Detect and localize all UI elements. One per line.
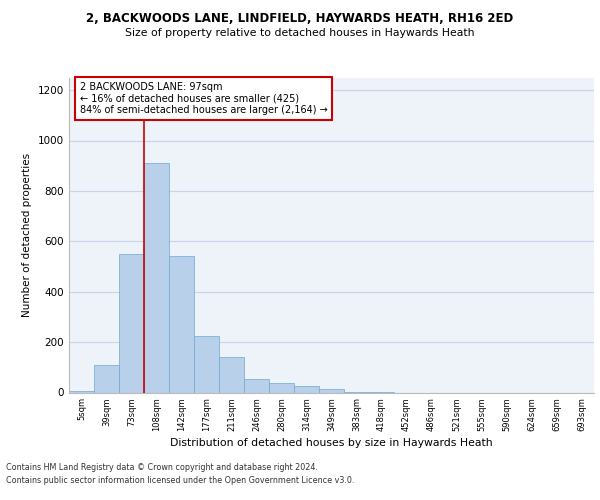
Bar bbox=[194, 336, 219, 392]
Bar bbox=[94, 365, 119, 392]
Bar bbox=[69, 390, 94, 392]
Text: Contains HM Land Registry data © Crown copyright and database right 2024.: Contains HM Land Registry data © Crown c… bbox=[6, 462, 318, 471]
Text: 2 BACKWOODS LANE: 97sqm
← 16% of detached houses are smaller (425)
84% of semi-d: 2 BACKWOODS LANE: 97sqm ← 16% of detache… bbox=[79, 82, 327, 116]
X-axis label: Distribution of detached houses by size in Haywards Heath: Distribution of detached houses by size … bbox=[170, 438, 493, 448]
Bar bbox=[269, 383, 294, 392]
Bar bbox=[319, 388, 344, 392]
Bar bbox=[219, 357, 244, 392]
Y-axis label: Number of detached properties: Number of detached properties bbox=[22, 153, 32, 317]
Bar bbox=[119, 254, 144, 392]
Bar bbox=[244, 378, 269, 392]
Bar bbox=[169, 256, 194, 392]
Bar bbox=[144, 163, 169, 392]
Text: 2, BACKWOODS LANE, LINDFIELD, HAYWARDS HEATH, RH16 2ED: 2, BACKWOODS LANE, LINDFIELD, HAYWARDS H… bbox=[86, 12, 514, 26]
Text: Contains public sector information licensed under the Open Government Licence v3: Contains public sector information licen… bbox=[6, 476, 355, 485]
Bar bbox=[294, 386, 319, 392]
Text: Size of property relative to detached houses in Haywards Heath: Size of property relative to detached ho… bbox=[125, 28, 475, 38]
